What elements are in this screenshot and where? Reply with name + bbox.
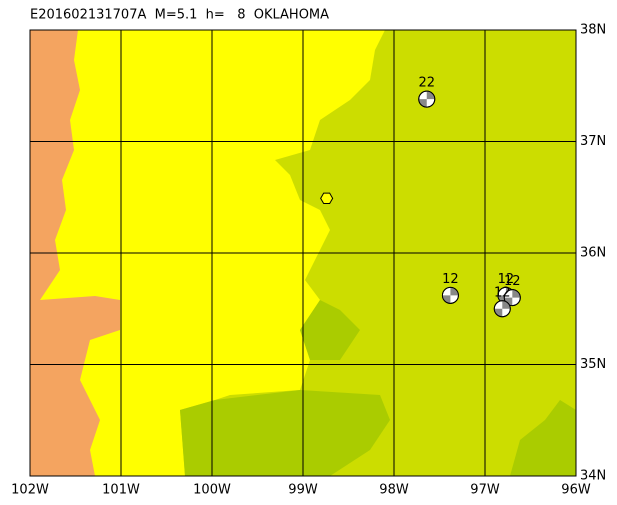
- lon-tick-label: 99W: [288, 483, 318, 498]
- mechanism-label: 12: [498, 272, 515, 287]
- lat-tick-label: 34N: [580, 469, 606, 484]
- mechanism-label: 12: [504, 274, 521, 289]
- beachball-quadrant: [494, 308, 503, 317]
- lon-tick-label: 102W: [11, 483, 49, 498]
- beachball-outline: [441, 286, 459, 304]
- lon-tick-label: 97W: [470, 483, 500, 498]
- beachball-quadrant: [442, 295, 451, 304]
- beachball-quadrant: [504, 297, 513, 306]
- terrain-green: [510, 400, 576, 476]
- terrain-green: [300, 300, 360, 360]
- focal-mechanism: [503, 289, 521, 307]
- lat-tick-label: 38N: [580, 23, 606, 38]
- lat-tick-label: 36N: [580, 246, 606, 261]
- beachball-outline: [503, 289, 521, 307]
- beachball-quadrant: [418, 99, 427, 108]
- lon-tick-label: 100W: [193, 483, 231, 498]
- beachball-quadrant: [426, 91, 435, 100]
- mechanism-label: 22: [418, 76, 435, 91]
- terrain-green: [180, 390, 390, 476]
- lat-tick-label: 35N: [580, 357, 606, 372]
- mechanism-label: 12: [494, 285, 511, 300]
- lon-tick-label: 101W: [102, 483, 140, 498]
- beachball-outline: [493, 300, 511, 318]
- focal-mechanism: [418, 90, 436, 108]
- map-frame: [29, 29, 577, 477]
- lat-tick-label: 37N: [580, 134, 606, 149]
- lon-tick-label: 98W: [379, 483, 409, 498]
- beachball-outline: [418, 90, 436, 108]
- beachball-quadrant: [450, 287, 459, 296]
- beachball-quadrant: [512, 289, 521, 298]
- focal-mechanism: [493, 300, 511, 318]
- focal-mechanism: [441, 286, 459, 304]
- epicenter: [320, 192, 334, 205]
- map-title: E201602131707A M=5.1 h= 8 OKLAHOMA: [30, 8, 329, 23]
- mechanism-label: 12: [442, 272, 459, 287]
- lon-tick-label: 96W: [561, 483, 591, 498]
- beachball-quadrant: [502, 300, 511, 309]
